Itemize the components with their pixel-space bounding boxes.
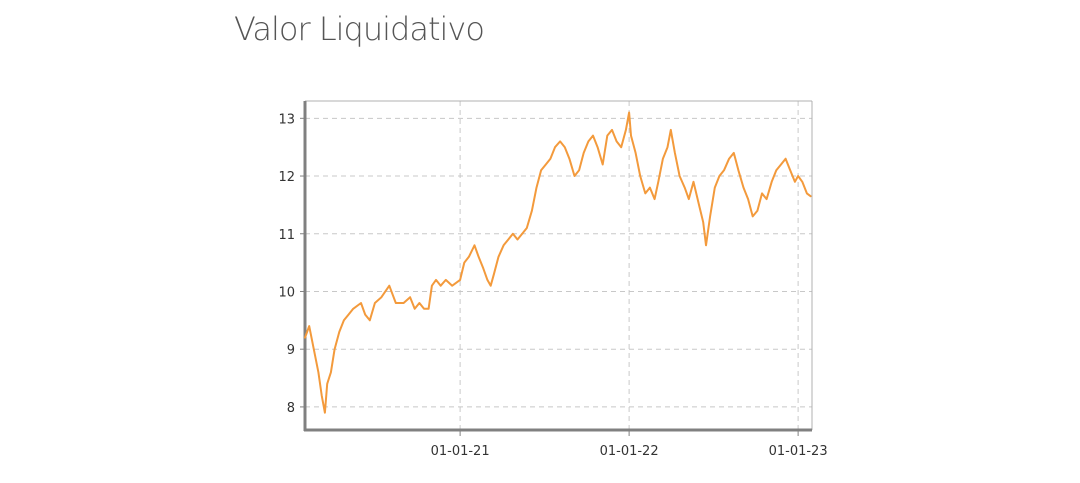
page-title: Valor Liquidativo [234, 10, 485, 48]
y-tick-label: 12 [278, 170, 295, 185]
plot-frame [300, 100, 813, 436]
series-layer [304, 111, 812, 414]
series-line-0 [304, 111, 812, 414]
y-tick-labels: 8 9 10 11 12 13 [278, 112, 295, 416]
grid-layer [305, 101, 812, 430]
y-tick-label: 11 [278, 228, 295, 243]
x-tick-label: 01-01-22 [600, 444, 659, 459]
y-tick-label: 10 [278, 285, 295, 300]
x-tick-label: 01-01-21 [431, 444, 490, 459]
y-tick-label: 8 [287, 401, 295, 416]
y-tick-label: 9 [287, 343, 295, 358]
y-tick-label: 13 [278, 112, 295, 127]
x-tick-label: 01-01-23 [769, 444, 828, 459]
x-tick-labels: 01-01-21 01-01-22 01-01-23 [431, 444, 828, 459]
